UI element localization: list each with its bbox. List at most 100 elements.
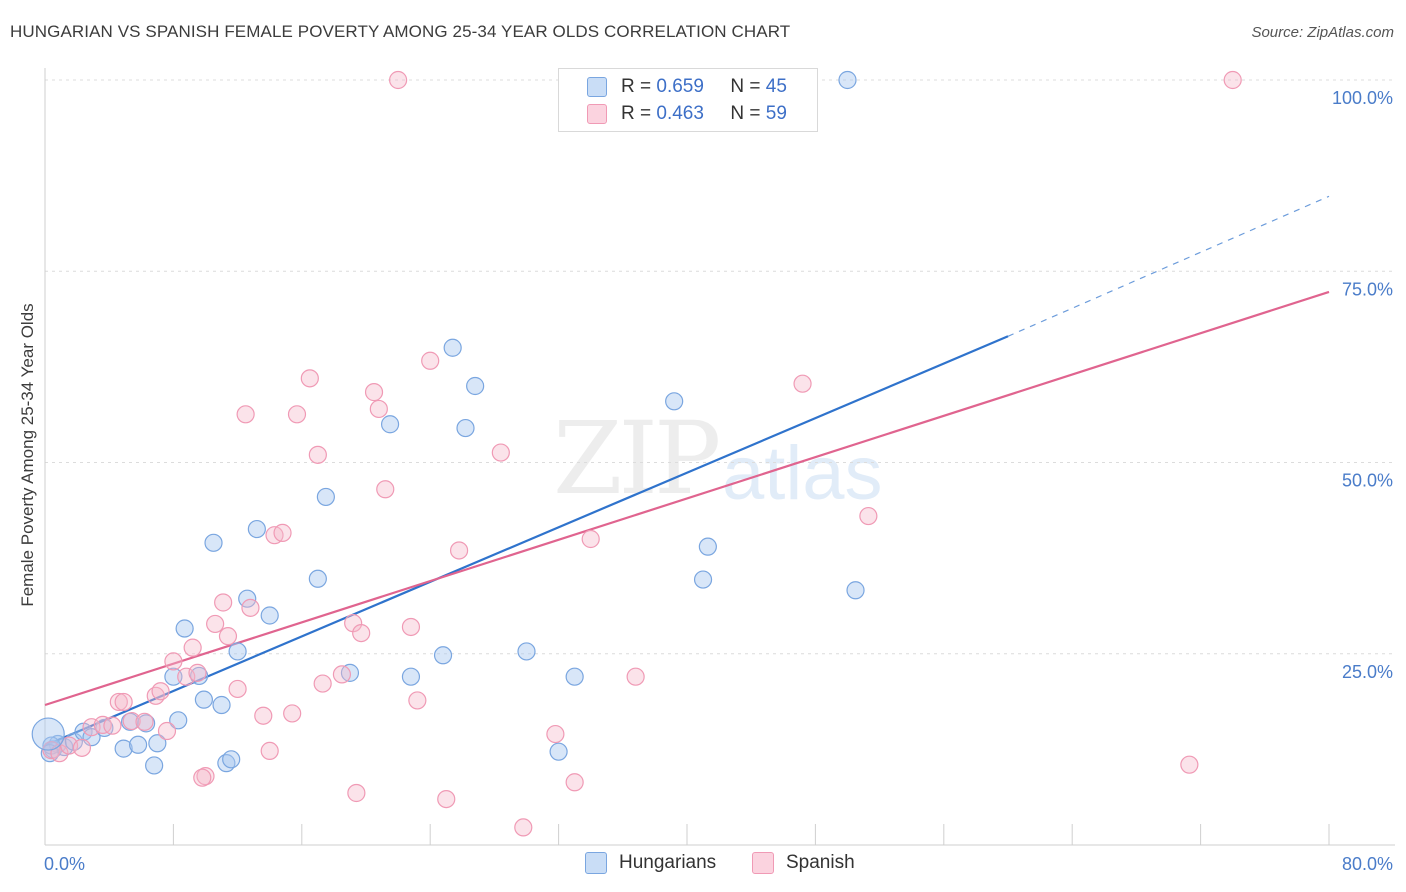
- y-tick-label: 100.0%: [1332, 88, 1393, 108]
- legend-r-label: R =: [621, 103, 652, 124]
- hungarian-point: [189, 666, 209, 686]
- spanish-point: [183, 638, 202, 657]
- hungarian-point: [456, 418, 475, 438]
- legend-r-value: 0.463: [656, 103, 704, 124]
- spanish-point: [273, 523, 292, 542]
- hungarian-point: [164, 667, 183, 686]
- x-tick-label: 80.0%: [1342, 854, 1393, 874]
- spanish-point: [164, 652, 183, 671]
- spanish-point: [300, 369, 319, 388]
- spanish-point: [308, 445, 327, 464]
- bottom-legend-label-spanish: Spanish: [786, 852, 855, 873]
- bottom-legend-hungarians: Hungarians: [585, 852, 716, 874]
- spanish-point: [408, 691, 427, 710]
- hungarian-point: [565, 667, 584, 686]
- hungarian-point: [665, 392, 684, 411]
- spanish-point: [364, 383, 384, 402]
- hungarian-point: [114, 739, 133, 758]
- hungarian-point: [120, 712, 140, 731]
- spanish-point: [254, 706, 273, 725]
- spanish-point: [177, 667, 196, 686]
- spanish-point: [109, 692, 128, 712]
- spanish-point: [214, 593, 233, 612]
- hungarian-point: [228, 642, 247, 661]
- spanish-point: [241, 598, 260, 617]
- tick-labels: 25.0% 50.0% 75.0% 100.0% 0.0% 80.0%: [44, 88, 1393, 874]
- spanish-point: [389, 70, 408, 90]
- spanish-point: [793, 374, 812, 393]
- spanish-point: [103, 716, 122, 735]
- spanish-point: [135, 712, 154, 731]
- data-points: [31, 70, 1242, 837]
- hungarian-point: [316, 487, 335, 507]
- spanish-point: [287, 405, 307, 424]
- hungarian-point: [443, 338, 462, 357]
- spanish-point: [236, 405, 255, 424]
- spanish-point: [491, 443, 510, 462]
- hungarian-point: [838, 70, 857, 90]
- spanish-point: [352, 623, 371, 643]
- hungarian-trendline-extension: [1007, 195, 1330, 337]
- bottom-swatch-hungarians: [585, 852, 607, 874]
- hungarian-point: [148, 734, 167, 753]
- hungarian-point: [466, 376, 485, 396]
- spanish-point: [193, 768, 212, 787]
- spanish-point: [421, 351, 440, 370]
- spanish-point: [206, 614, 225, 634]
- legend-n-value: 45: [765, 76, 787, 97]
- axes: [44, 68, 1395, 846]
- spanish-point: [122, 711, 141, 731]
- hungarian-point: [222, 750, 241, 769]
- spanish-point: [188, 663, 207, 682]
- legend-r-value: 0.659: [656, 76, 704, 97]
- bottom-swatch-spanish: [752, 852, 774, 874]
- spanish-point: [565, 773, 584, 792]
- legend-row-spanish: R = 0.463 N = 59: [587, 102, 787, 126]
- x-tick-label: 0.0%: [44, 854, 85, 874]
- spanish-point: [369, 399, 388, 419]
- spanish-point: [157, 721, 177, 741]
- spanish-point: [260, 741, 279, 761]
- spanish-point: [449, 541, 469, 560]
- spanish-point: [313, 674, 332, 693]
- grid-lines: [45, 79, 1395, 655]
- hungarian-point: [517, 642, 536, 661]
- spanish-point: [546, 724, 565, 744]
- hungarian-point: [145, 756, 164, 775]
- chart-title: HUNGARIAN VS SPANISH FEMALE POVERTY AMON…: [10, 22, 791, 41]
- hungarian-point: [260, 606, 279, 625]
- hungarian-point: [128, 735, 148, 754]
- hungarian-point: [698, 537, 717, 556]
- y-tick-label: 75.0%: [1342, 279, 1393, 299]
- hungarian-point: [401, 667, 421, 686]
- hungarian-point: [169, 711, 188, 730]
- trendlines: [44, 195, 1330, 747]
- spanish-point: [332, 665, 352, 684]
- spanish-point: [72, 738, 92, 757]
- legend-row-hungarians: R = 0.659 N = 45: [587, 75, 787, 99]
- spanish-point: [859, 506, 878, 526]
- legend-n-label: N =: [730, 76, 761, 97]
- correlation-legend: R = 0.659 N = 45 R = 0.463 N = 59: [558, 68, 818, 132]
- spanish-point: [437, 789, 456, 809]
- spanish-point: [114, 692, 133, 712]
- bottom-legend-spanish: Spanish: [752, 852, 855, 874]
- spanish-point: [151, 682, 170, 701]
- spanish-point: [1180, 755, 1199, 774]
- hungarian-point: [204, 533, 223, 552]
- hungarian-point: [549, 742, 568, 761]
- legend-n-label: N =: [730, 103, 761, 124]
- hungarian-point: [212, 695, 231, 715]
- legend-swatch-spanish: [587, 104, 607, 124]
- hungarian-trendline: [44, 335, 1009, 747]
- spanish-point: [228, 679, 247, 699]
- legend-swatch-hungarians: [587, 77, 607, 97]
- hungarian-point: [194, 690, 213, 709]
- y-tick-label: 50.0%: [1342, 471, 1393, 491]
- spanish-point: [283, 704, 302, 723]
- spanish-point: [514, 818, 533, 837]
- source-label: Source: ZipAtlas.com: [1251, 24, 1394, 41]
- spanish-point: [401, 617, 421, 637]
- bottom-legend-label-hungarians: Hungarians: [619, 852, 717, 873]
- spanish-point: [347, 783, 366, 803]
